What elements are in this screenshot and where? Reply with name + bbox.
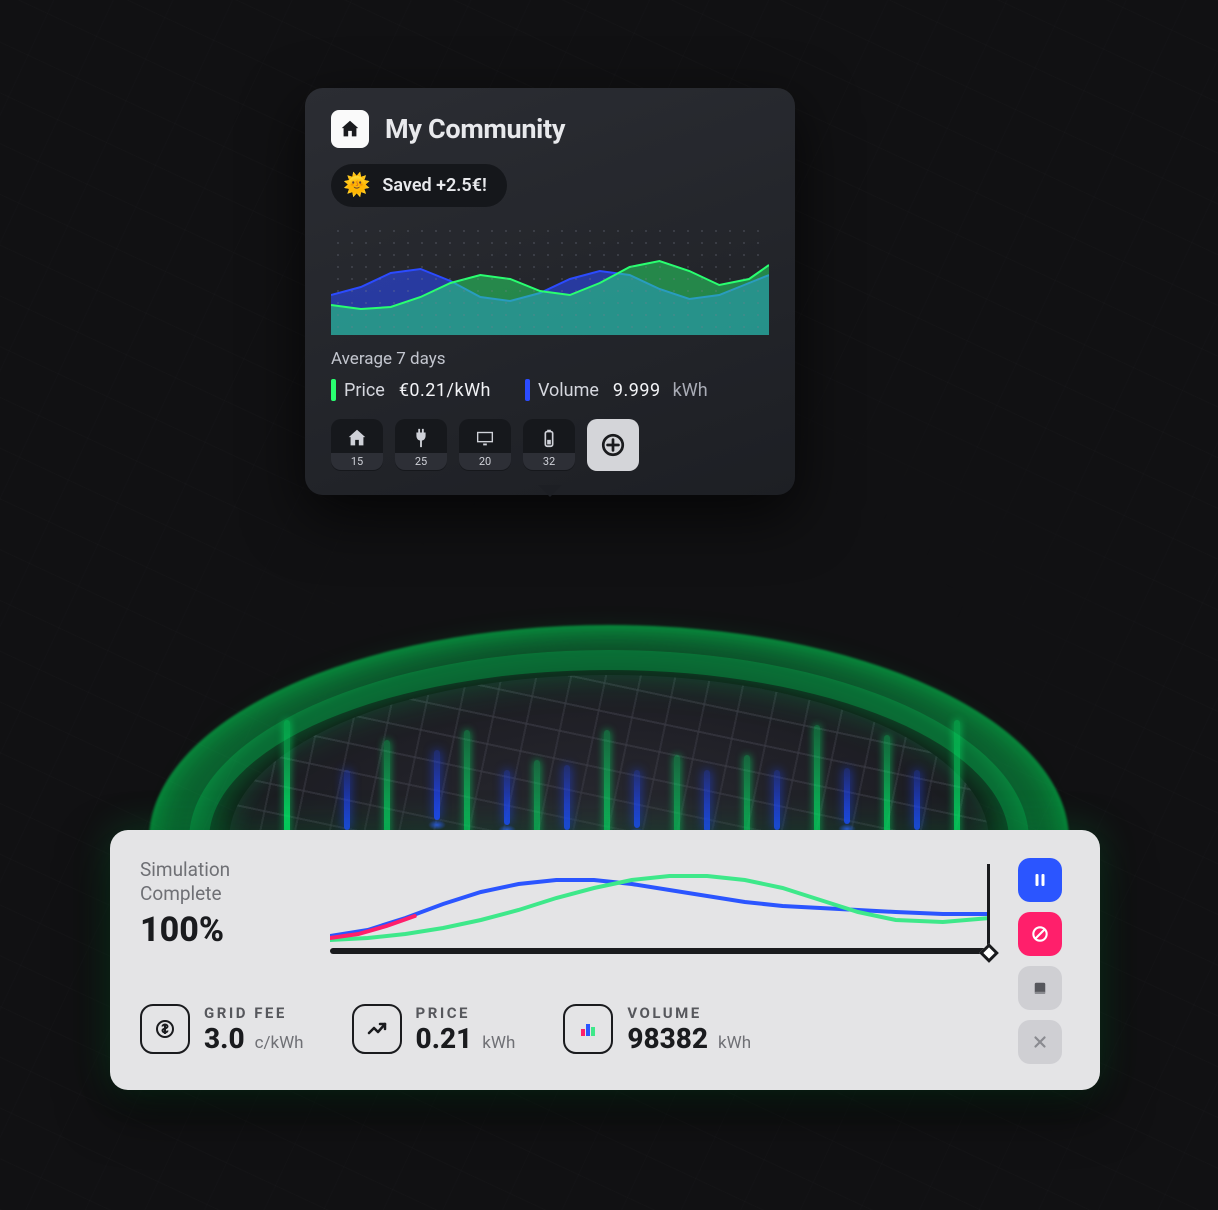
metric-volume: VOLUME 98382 kWh — [563, 995, 751, 1065]
bars-icon — [563, 1004, 613, 1054]
plug-icon — [410, 427, 432, 449]
energy-pillar — [504, 770, 510, 825]
energy-pillar — [844, 768, 850, 824]
sun-icon: 🌞 — [343, 173, 370, 198]
metrics-row: GRID FEE 3.0 c/kWh PRICE 0.21 kWh VOLUME… — [140, 995, 990, 1065]
simulation-status: SimulationComplete 100% — [140, 858, 310, 977]
saved-badge: 🌞 Saved +2.5€! — [331, 164, 507, 207]
layers-icon — [1031, 979, 1049, 997]
trend-icon — [352, 1004, 402, 1054]
pause-icon — [1031, 871, 1049, 889]
average-label: Average 7 days — [331, 349, 769, 369]
energy-pillar — [344, 770, 350, 830]
asset-chip-house[interactable]: 15 — [331, 419, 383, 471]
simulation-timeline[interactable] — [330, 948, 990, 954]
simulation-controls — [1010, 858, 1070, 1064]
energy-pillar — [704, 770, 710, 832]
metric-price: PRICE 0.21 kWh — [352, 995, 516, 1065]
dollar-icon — [140, 1004, 190, 1054]
energy-pillar — [634, 770, 640, 828]
layers-button[interactable] — [1018, 966, 1062, 1010]
energy-pillar — [914, 770, 920, 830]
stop-button[interactable] — [1018, 912, 1062, 956]
simulation-panel: SimulationComplete 100% GRID FEE 3.0 — [110, 830, 1100, 1090]
asset-row: 15 25 20 32 — [331, 419, 769, 471]
stat-volume: Volume 9.999 kWh — [525, 379, 708, 401]
pause-button[interactable] — [1018, 858, 1062, 902]
house-icon — [346, 427, 368, 449]
timeline-cursor-line — [987, 864, 990, 954]
close-icon — [1031, 1033, 1049, 1051]
community-card: My Community 🌞 Saved +2.5€! Average 7 da… — [305, 88, 795, 495]
energy-pillar — [284, 720, 290, 840]
metric-grid-fee: GRID FEE 3.0 c/kWh — [140, 995, 304, 1065]
energy-pillar — [774, 770, 780, 830]
energy-pillar — [434, 750, 440, 820]
stat-price: Price €0.21/kWh — [331, 379, 491, 401]
plus-circle-icon — [600, 432, 626, 458]
saved-text: Saved +2.5€! — [382, 175, 486, 196]
house-icon — [331, 110, 369, 148]
add-asset-button[interactable] — [587, 419, 639, 471]
simulation-percent: 100% — [140, 910, 310, 950]
battery-icon — [538, 427, 560, 449]
price-bar-icon — [331, 379, 336, 401]
community-title: My Community — [385, 113, 565, 145]
stop-icon — [1030, 924, 1050, 944]
stat-row: Price €0.21/kWh Volume 9.999 kWh — [331, 379, 769, 401]
solar-icon — [474, 427, 496, 449]
community-wave-chart — [331, 225, 769, 335]
simulation-chart — [330, 858, 990, 958]
energy-pillar — [564, 765, 570, 830]
asset-chip-solar[interactable]: 20 — [459, 419, 511, 471]
volume-bar-icon — [525, 379, 530, 401]
asset-chip-battery[interactable]: 32 — [523, 419, 575, 471]
close-button[interactable] — [1018, 1020, 1062, 1064]
asset-chip-plug[interactable]: 25 — [395, 419, 447, 471]
